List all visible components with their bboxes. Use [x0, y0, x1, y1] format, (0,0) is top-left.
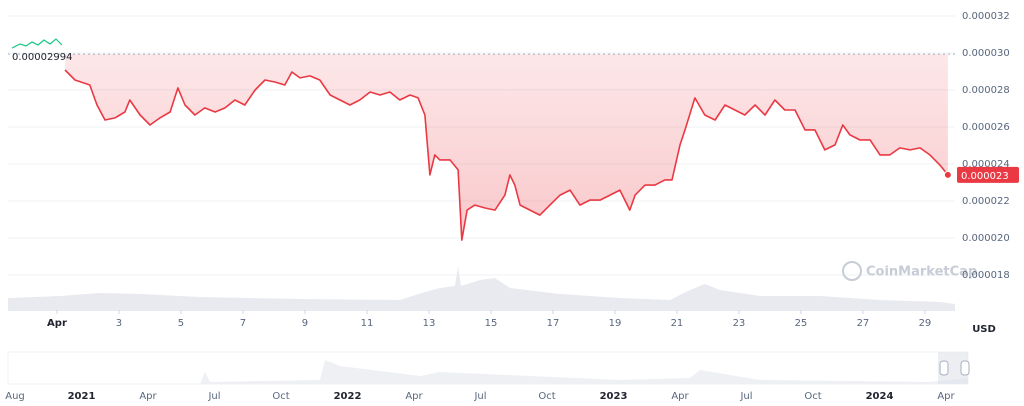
watermark: CoinMarketCap — [866, 265, 977, 280]
sparkline — [11, 38, 63, 49]
y-tick-label: 0.000024 — [962, 159, 1010, 170]
navigator-label: Apr — [937, 391, 955, 402]
navigator-label: Apr — [671, 391, 689, 402]
navigator-area — [8, 360, 968, 384]
navigator-label: Apr — [405, 391, 423, 402]
x-tick-label: 11 — [361, 318, 374, 329]
x-tick-label: 9 — [302, 318, 308, 329]
x-tick-label: 5 — [178, 318, 184, 329]
reference-label: 0.00002994 — [12, 52, 72, 63]
volume-area — [8, 266, 955, 310]
x-tick-label: 27 — [857, 318, 870, 329]
watermark-logo — [842, 261, 862, 281]
x-tick-label: 29 — [919, 318, 932, 329]
x-tick-label: 7 — [240, 318, 246, 329]
navigator-label: Oct — [538, 391, 555, 402]
price-tag: 0.000023 — [961, 171, 1009, 182]
currency-label: USD — [972, 324, 996, 335]
watermark-group: CoinMarketCap — [842, 261, 977, 281]
x-tick-label: Apr — [47, 318, 67, 329]
x-tick-label: 15 — [485, 318, 498, 329]
area-fill — [65, 54, 948, 241]
y-tick-label: 0.000020 — [962, 233, 1010, 244]
x-tick-label: 13 — [423, 318, 436, 329]
navigator-label: 2022 — [334, 391, 362, 402]
y-tick-label: 0.000032 — [962, 11, 1010, 22]
navigator-label: Jul — [739, 391, 752, 402]
navigator-label: Apr — [139, 391, 157, 402]
navigator-label: 2021 — [68, 391, 96, 402]
x-tick-label: 17 — [547, 318, 560, 329]
navigator-label: Oct — [272, 391, 289, 402]
navigator-labels: Aug 2021 Apr Jul Oct 2022 Apr Jul Oct 2023 Apr Jul O… — [5, 391, 955, 402]
navigator-handle[interactable] — [960, 360, 970, 376]
y-tick-label: 0.000028 — [962, 85, 1010, 96]
navigator-label: Jul — [207, 391, 220, 402]
x-tick-label: 19 — [609, 318, 622, 329]
price-line — [64, 69, 949, 241]
x-tick-label: 23 — [733, 318, 746, 329]
y-tick-label: 0.000018 — [962, 270, 1010, 281]
navigator-label: 2024 — [866, 391, 894, 402]
y-tick-label: 0.000026 — [962, 122, 1010, 133]
navigator-handle[interactable] — [939, 360, 949, 376]
last-point — [943, 170, 952, 179]
navigator-label: 2023 — [600, 391, 628, 402]
y-tick-label: 0.000022 — [962, 196, 1010, 207]
plot — [8, 53, 955, 241]
navigator-label: Oct — [804, 391, 821, 402]
y-tick-label: 0.000030 — [962, 48, 1010, 59]
x-tick-label: 21 — [671, 318, 684, 329]
navigator-label: Jul — [473, 391, 486, 402]
x-tick-label: 3 — [116, 318, 122, 329]
x-tick-label: 25 — [795, 318, 808, 329]
price-tag-bg — [957, 166, 1019, 183]
navigator-label: Aug — [5, 391, 25, 402]
